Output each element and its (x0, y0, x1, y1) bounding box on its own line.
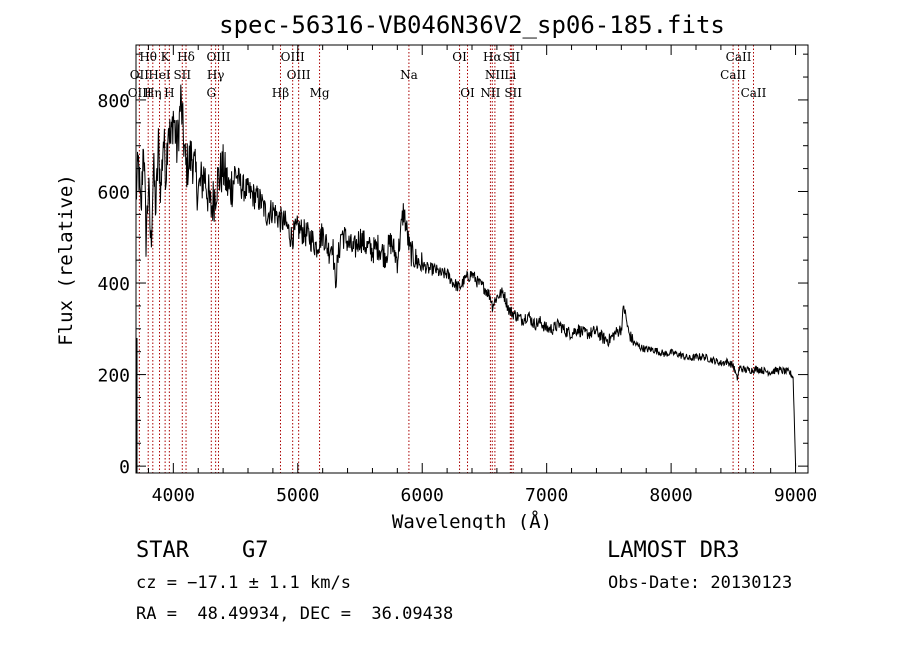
line-label: K (161, 50, 171, 64)
x-axis-label: Wavelength (Å) (392, 510, 552, 530)
line-label: OIII (128, 86, 152, 100)
line-label: HeI (148, 68, 171, 82)
coordinates: RA = 48.49934, DEC = 36.09438 (136, 604, 454, 624)
y-tick-label: 200 (97, 366, 130, 387)
y-tick-label: 0 (119, 457, 130, 478)
spectrum-chart: spec-56316-VB046N36V2_sp06-185.fits Hθ K H… (55, 11, 817, 530)
observation-date: Obs-Date: 20130123 (608, 573, 793, 593)
line-label: NII (485, 68, 505, 82)
line-label: NII (480, 86, 500, 100)
y-tick-label: 600 (97, 182, 130, 203)
line-label: CaII (741, 86, 767, 100)
plot-frame (135, 44, 809, 474)
y-tick-label: 800 (97, 91, 130, 112)
chart-title: spec-56316-VB046N36V2_sp06-185.fits (219, 11, 725, 39)
spectrum-series (135, 84, 797, 473)
line-label: SII (173, 68, 191, 82)
y-tick-label: 400 (97, 274, 130, 295)
line-label: Hα (483, 50, 502, 64)
line-label: Na (400, 68, 418, 82)
line-label: H (164, 86, 174, 100)
line-label: Hβ (272, 86, 289, 100)
x-tick-label: 6000 (401, 485, 444, 506)
x-tick-label: 4000 (152, 485, 195, 506)
object-subclass: G7 (242, 538, 269, 563)
line-label: OI (452, 50, 467, 64)
line-label: Hθ (139, 50, 157, 64)
line-label: G (206, 86, 216, 100)
line-label: SII (504, 86, 522, 100)
line-label: Hγ (207, 68, 225, 82)
spectrum-line (135, 84, 797, 467)
axis-ticks: 4000 5000 6000 7000 8000 9000 0 200 400 600 800 (97, 45, 817, 506)
line-label: Hδ (177, 50, 195, 64)
line-label: CaII (720, 68, 746, 82)
line-label: OI (460, 86, 475, 100)
x-tick-label: 7000 (525, 485, 568, 506)
x-tick-label: 5000 (276, 485, 319, 506)
x-tick-label: 9000 (774, 485, 817, 506)
line-label: SII (502, 50, 520, 64)
line-label: OIII (206, 50, 230, 64)
line-label: Mg (310, 86, 330, 100)
line-label: OIII (281, 50, 305, 64)
x-tick-label: 8000 (649, 485, 692, 506)
line-label: CaII (726, 50, 752, 64)
line-label: Li (504, 68, 516, 82)
y-axis-label: Flux (relative) (55, 174, 77, 346)
line-label: Hη (144, 86, 162, 100)
line-markers (138, 45, 754, 473)
object-class: STAR (136, 538, 189, 563)
redshift-velocity: cz = −17.1 ± 1.1 km/s (136, 573, 351, 593)
line-label: OIII (287, 68, 311, 82)
line-label: OII (130, 68, 150, 82)
survey-name: LAMOST DR3 (607, 538, 740, 563)
